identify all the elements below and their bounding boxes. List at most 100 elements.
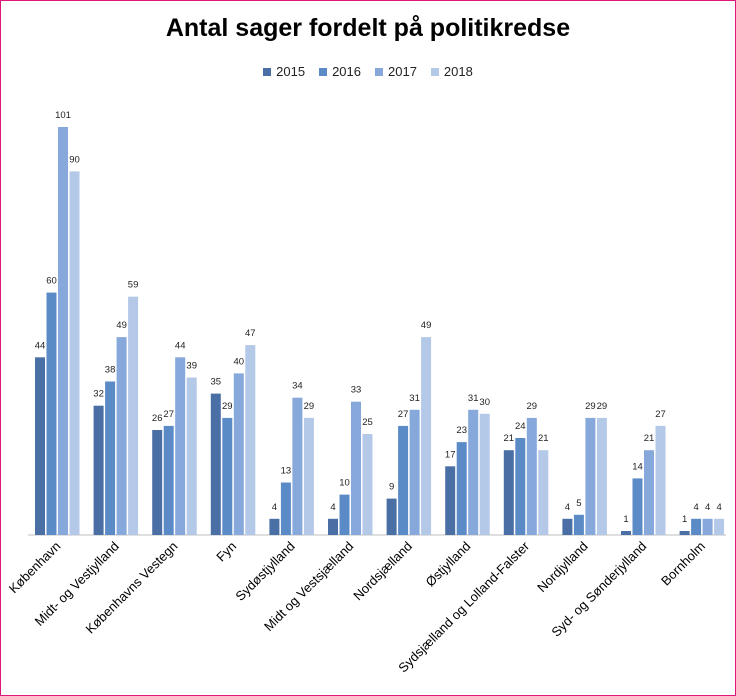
bar-2016-3 <box>222 417 233 535</box>
bar-2015-11 <box>679 531 690 535</box>
legend-swatch-2018 <box>430 67 439 76</box>
legend-label-2017: 2017 <box>388 64 417 79</box>
bar-2017-8 <box>526 417 537 535</box>
data-label-2016-4: 13 <box>281 466 292 477</box>
data-label-2015-11: 1 <box>682 514 687 525</box>
bar-2018-5 <box>362 434 373 535</box>
data-label-2016-3: 29 <box>222 401 233 412</box>
bar-2015-4 <box>269 518 280 535</box>
data-label-2015-0: 44 <box>35 340 46 351</box>
chart-title: Antal sager fordelt på politikredse <box>165 14 571 42</box>
data-label-2017-8: 29 <box>527 401 538 412</box>
data-label-2017-11: 4 <box>705 502 710 513</box>
bar-2018-7 <box>479 413 490 535</box>
legend-item-2016: 2016 <box>319 64 361 79</box>
data-label-2016-7: 23 <box>456 425 467 436</box>
data-label-2017-0: 101 <box>55 110 71 121</box>
bar-2016-0 <box>46 292 57 535</box>
data-label-2015-2: 26 <box>152 413 163 424</box>
bar-2016-11 <box>691 518 702 535</box>
bar-2016-5 <box>339 494 350 535</box>
category-label-9: Nordjylland <box>534 539 591 596</box>
data-label-2018-8: 21 <box>538 433 549 444</box>
data-label-2015-8: 21 <box>504 433 515 444</box>
bar-2017-1 <box>116 337 127 535</box>
data-label-2018-5: 25 <box>362 417 373 428</box>
bar-2016-10 <box>632 478 643 535</box>
data-label-2016-5: 10 <box>339 478 350 489</box>
bar-2017-9 <box>585 417 596 535</box>
data-label-2017-5: 33 <box>351 385 362 396</box>
bar-2017-2 <box>175 357 186 535</box>
bar-2017-3 <box>233 373 244 535</box>
category-label-6: Nordsjælland <box>350 539 415 604</box>
bar-2017-6 <box>409 409 420 535</box>
data-label-2018-11: 4 <box>716 502 721 513</box>
category-label-0: København <box>6 539 64 597</box>
data-label-2017-9: 29 <box>585 401 596 412</box>
data-label-2015-5: 4 <box>330 502 335 513</box>
bar-2018-2 <box>186 377 197 535</box>
bar-2017-7 <box>468 409 479 535</box>
bar-2016-7 <box>456 442 467 535</box>
data-label-2015-6: 9 <box>389 482 394 493</box>
bar-2018-1 <box>128 296 139 535</box>
bar-2015-2 <box>152 430 163 535</box>
bar-2018-10 <box>655 425 666 535</box>
bar-2017-10 <box>644 450 654 535</box>
bar-2017-11 <box>702 518 713 535</box>
data-label-2017-1: 49 <box>116 320 127 331</box>
data-label-2018-4: 29 <box>304 401 315 412</box>
bar-2016-9 <box>573 514 584 535</box>
bar-2017-5 <box>351 401 361 535</box>
bar-2018-3 <box>245 345 256 535</box>
bar-2015-10 <box>621 531 631 535</box>
category-label-4: Sydøstjylland <box>232 539 297 604</box>
data-label-2018-10: 27 <box>655 409 666 420</box>
data-label-2017-10: 21 <box>644 433 655 444</box>
data-label-2017-2: 44 <box>175 340 186 351</box>
legend-label-2016: 2016 <box>332 64 361 79</box>
data-label-2016-11: 4 <box>693 502 698 513</box>
bar-2018-6 <box>421 337 432 535</box>
bar-2016-8 <box>515 438 526 535</box>
data-label-2016-0: 60 <box>46 276 57 287</box>
chart-legend: 2015 2016 2017 2018 <box>0 64 736 79</box>
bar-2015-6 <box>386 498 397 535</box>
data-label-2016-2: 27 <box>163 409 174 420</box>
bar-2015-0 <box>35 357 45 535</box>
legend-item-2017: 2017 <box>375 64 417 79</box>
bar-2018-8 <box>538 450 549 535</box>
bar-2018-11 <box>714 518 725 535</box>
bar-2018-9 <box>596 417 607 535</box>
data-label-2016-10: 14 <box>632 461 643 472</box>
data-label-2018-1: 59 <box>128 280 139 291</box>
bar-2016-6 <box>398 425 409 535</box>
category-label-10: Syd- og Sønderjylland <box>548 539 649 640</box>
bar-2017-4 <box>292 397 303 535</box>
category-label-11: Bornholm <box>658 539 708 589</box>
data-label-2017-3: 40 <box>234 356 245 367</box>
bar-2017-0 <box>58 127 68 535</box>
bar-2018-4 <box>303 417 314 535</box>
data-label-2015-4: 4 <box>272 502 277 513</box>
bar-2015-1 <box>93 405 104 535</box>
data-label-2016-8: 24 <box>515 421 526 432</box>
bar-2015-9 <box>562 518 573 535</box>
data-label-2016-1: 38 <box>105 365 116 376</box>
data-label-2018-7: 30 <box>479 397 490 408</box>
data-label-2017-7: 31 <box>468 393 479 404</box>
category-label-3: Fyn <box>213 539 239 565</box>
bar-2016-4 <box>280 482 291 535</box>
data-label-2015-1: 32 <box>93 389 104 400</box>
bar-2016-2 <box>163 425 174 535</box>
category-label-7: Østjylland <box>423 539 474 590</box>
legend-item-2015: 2015 <box>263 64 305 79</box>
data-label-2018-3: 47 <box>245 328 256 339</box>
bar-2015-5 <box>328 518 338 535</box>
bar-2015-3 <box>210 393 221 535</box>
data-label-2017-6: 31 <box>409 393 420 404</box>
data-label-2016-9: 5 <box>576 498 581 509</box>
data-label-2018-6: 49 <box>421 320 432 331</box>
